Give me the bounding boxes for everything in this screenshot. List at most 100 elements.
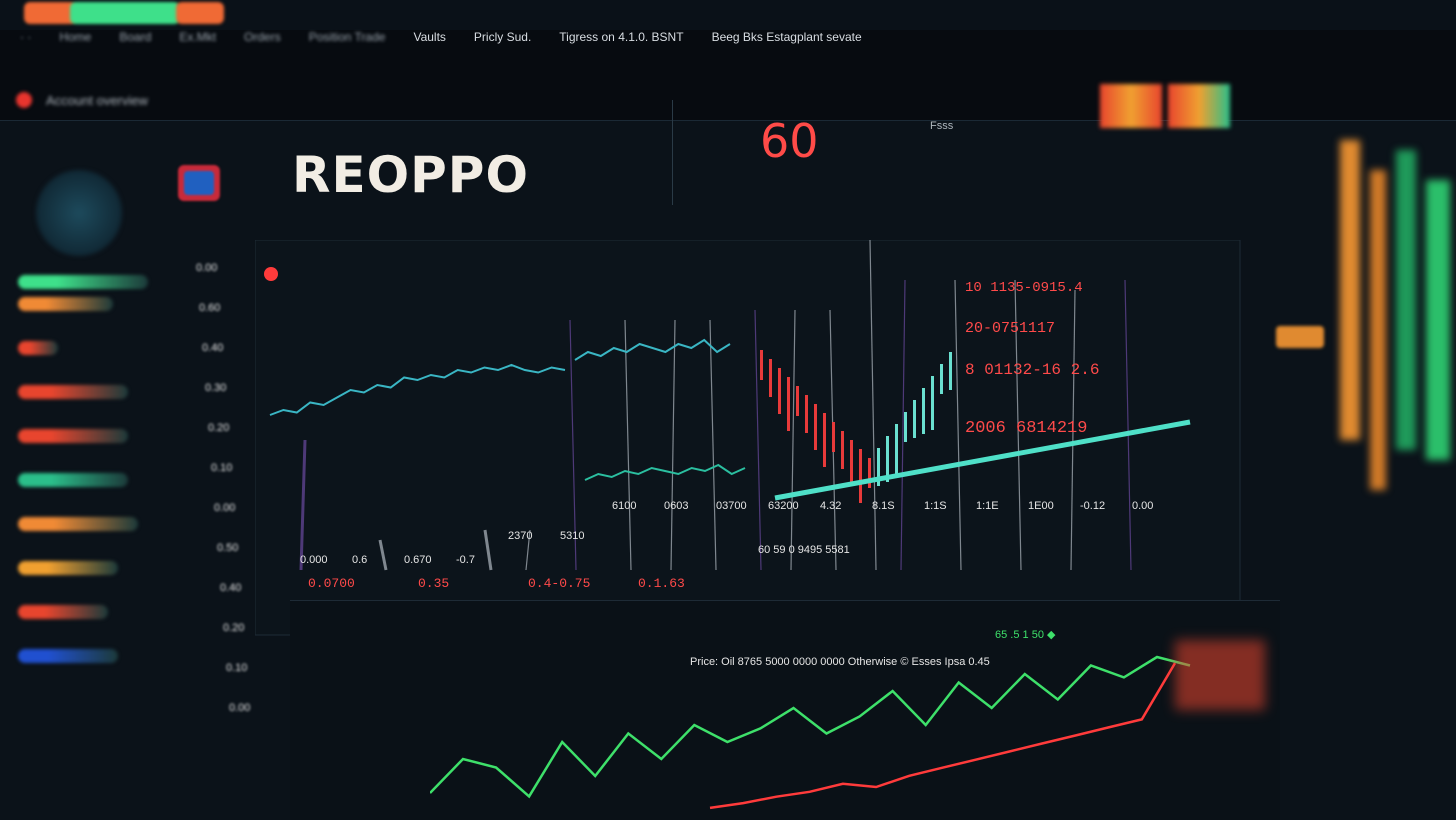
x-tick-label: 0603 <box>664 500 689 512</box>
red-series-line <box>709 662 1177 810</box>
x-tick-label: 1E00 <box>1028 500 1054 512</box>
sidebar-item[interactable] <box>18 473 128 487</box>
mini-heatmap <box>1100 84 1230 128</box>
candle <box>913 400 916 438</box>
x-tick-label: 63200 <box>768 500 799 512</box>
nav-item[interactable]: Board <box>119 30 152 44</box>
top-bar <box>0 0 1456 30</box>
candle <box>904 412 907 442</box>
grid-line <box>1014 279 1022 571</box>
grid-line <box>790 309 796 571</box>
bottom-header: Price: Oil 8765 5000 0000 0000 Otherwise… <box>690 656 990 668</box>
sidebar <box>18 255 178 663</box>
grid-line <box>483 529 493 571</box>
chart-footer: 60 59 0 9495 5581 <box>758 544 850 556</box>
sidebar-item[interactable] <box>18 341 58 355</box>
scale-label: 0.20 <box>223 622 245 634</box>
nav-item[interactable]: · · <box>20 30 32 44</box>
heat-block <box>1175 640 1265 710</box>
price-label: 20-0751117 <box>965 320 1056 337</box>
top-nav: · · Home Board Ex.Mkt Orders Position Trade Va… <box>20 30 862 54</box>
candle <box>841 431 844 469</box>
x-tick-label: -0.12 <box>1080 500 1106 512</box>
trend-line <box>774 419 1191 501</box>
sidebar-item[interactable] <box>18 275 148 289</box>
x-tick-label: 03700 <box>716 500 747 512</box>
x-axis-labels: 0.000 0.6 0.670 -0.7 2370 5310 6100 0603 03700 63… <box>300 500 1200 600</box>
grid-line <box>624 319 632 571</box>
gain-value: 65 .5 1 50 ◆ <box>995 629 1056 641</box>
candle <box>895 424 898 478</box>
nav-item[interactable]: Orders <box>244 30 281 44</box>
chart-status-dot <box>264 267 278 281</box>
x-tick-label: 0.00 <box>1132 500 1154 512</box>
candle <box>922 388 925 434</box>
avatar[interactable] <box>36 170 122 256</box>
sidebar-item[interactable] <box>18 561 118 575</box>
price-label: 8 01132-16 2.6 <box>965 361 1100 379</box>
grid-line <box>954 279 962 571</box>
grid-line <box>525 529 531 571</box>
candle <box>787 377 790 431</box>
x-tick-label: 8.1S <box>872 500 895 512</box>
nav-item[interactable]: Ex.Mkt <box>179 30 217 44</box>
x-tick-label: 0.6 <box>352 554 368 566</box>
nav-item[interactable]: Beeg Bks Estagplant sevate <box>711 30 862 44</box>
x-tick-label: 1:1E <box>976 500 999 512</box>
sidebar-item[interactable] <box>18 649 118 663</box>
headline-unit: Fsss <box>930 120 954 132</box>
candle <box>805 395 808 433</box>
status-pill <box>24 2 76 24</box>
grid-line <box>299 439 307 571</box>
scale-label: 0.60 <box>199 302 221 314</box>
grid-line <box>900 279 906 571</box>
x-tick-label: 6100 <box>612 500 637 512</box>
grid-line <box>869 240 877 571</box>
nav-item[interactable]: Position Trade <box>308 30 386 44</box>
sidebar-item[interactable] <box>18 297 113 311</box>
scale-label: 0.50 <box>217 542 239 554</box>
grid-line <box>670 319 676 571</box>
nav-item[interactable]: Home <box>59 30 92 44</box>
x-tick-label: 4.32 <box>820 500 842 512</box>
loss-label: 0.35 <box>418 576 450 591</box>
candle <box>850 440 853 486</box>
candle <box>832 422 835 452</box>
nav-item[interactable]: Tigress on 4.1.0. BSNT <box>559 30 684 44</box>
price-label: 10 1135-0915.4 <box>965 280 1083 296</box>
nav-item[interactable]: Pricly Sud. <box>473 30 532 44</box>
candle <box>814 404 817 450</box>
scale-column: 0.00 0.60 0.40 0.30 0.20 0.10 0.00 0.50 0.40 0.20… <box>196 262 256 742</box>
bottom-chart <box>430 640 1265 810</box>
divider <box>672 100 673 205</box>
headline-value: 60 <box>760 114 819 168</box>
sidebar-item[interactable] <box>18 385 128 399</box>
grid-line <box>1124 279 1132 571</box>
grid-line <box>754 309 762 571</box>
status-pill <box>176 2 224 24</box>
account-row[interactable]: Account overview <box>16 92 148 108</box>
sidebar-item[interactable] <box>18 605 108 619</box>
badge[interactable] <box>1276 326 1324 348</box>
nav-item[interactable]: Vaults <box>413 30 446 44</box>
sidebar-item[interactable] <box>18 517 138 531</box>
price-line-tertiary <box>584 463 746 481</box>
main-chart <box>255 240 1241 636</box>
loss-label: 0.4-0.75 <box>528 576 591 591</box>
sidebar-item[interactable] <box>18 429 128 443</box>
scale-label: 0.00 <box>196 262 218 274</box>
chart-frame <box>255 240 1241 636</box>
candle <box>886 436 889 482</box>
app-icon[interactable] <box>178 165 220 201</box>
green-series-line <box>430 655 1191 799</box>
scale-label: 0.30 <box>205 382 227 394</box>
scale-label: 0.40 <box>202 342 224 354</box>
scale-label: 0.10 <box>211 462 233 474</box>
grid-line <box>569 319 577 571</box>
price-line <box>269 363 566 416</box>
candle <box>931 376 934 430</box>
price-labels: 10 1135-0915.4 20-0751117 8 01132-16 2.6 20… <box>965 280 1099 462</box>
candle <box>796 386 799 416</box>
x-tick-label: 1:1S <box>924 500 947 512</box>
candle <box>823 413 826 467</box>
